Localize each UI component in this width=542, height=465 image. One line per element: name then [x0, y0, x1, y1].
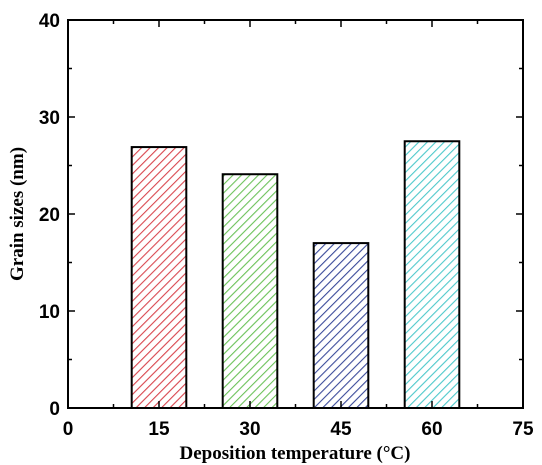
x-axis-title: Deposition temperature (°C): [180, 443, 411, 464]
bar-60: [403, 140, 461, 409]
x-tick-label-45: 45: [330, 419, 352, 440]
y-tick-label-0: 0: [49, 399, 60, 420]
bar-30: [221, 173, 279, 409]
x-tick-label-0: 0: [63, 419, 74, 440]
x-tick-label-60: 60: [421, 419, 442, 440]
ticks: [67, 19, 524, 409]
y-axis-title: Grain sizes (nm): [7, 147, 28, 281]
bar-15: [130, 146, 188, 409]
x-tick-label-15: 15: [148, 419, 170, 440]
y-tick-label-40: 40: [39, 11, 60, 32]
tick-labels: 0 15 30 45 60 75 0 10 20 30 40: [39, 11, 534, 440]
y-tick-label-10: 10: [39, 302, 60, 323]
x-tick-label-30: 30: [239, 419, 260, 440]
bar-45: [312, 242, 370, 409]
y-tick-label-20: 20: [39, 205, 60, 226]
y-tick-label-30: 30: [39, 108, 60, 129]
x-tick-label-75: 75: [512, 419, 534, 440]
bars: [130, 140, 461, 409]
